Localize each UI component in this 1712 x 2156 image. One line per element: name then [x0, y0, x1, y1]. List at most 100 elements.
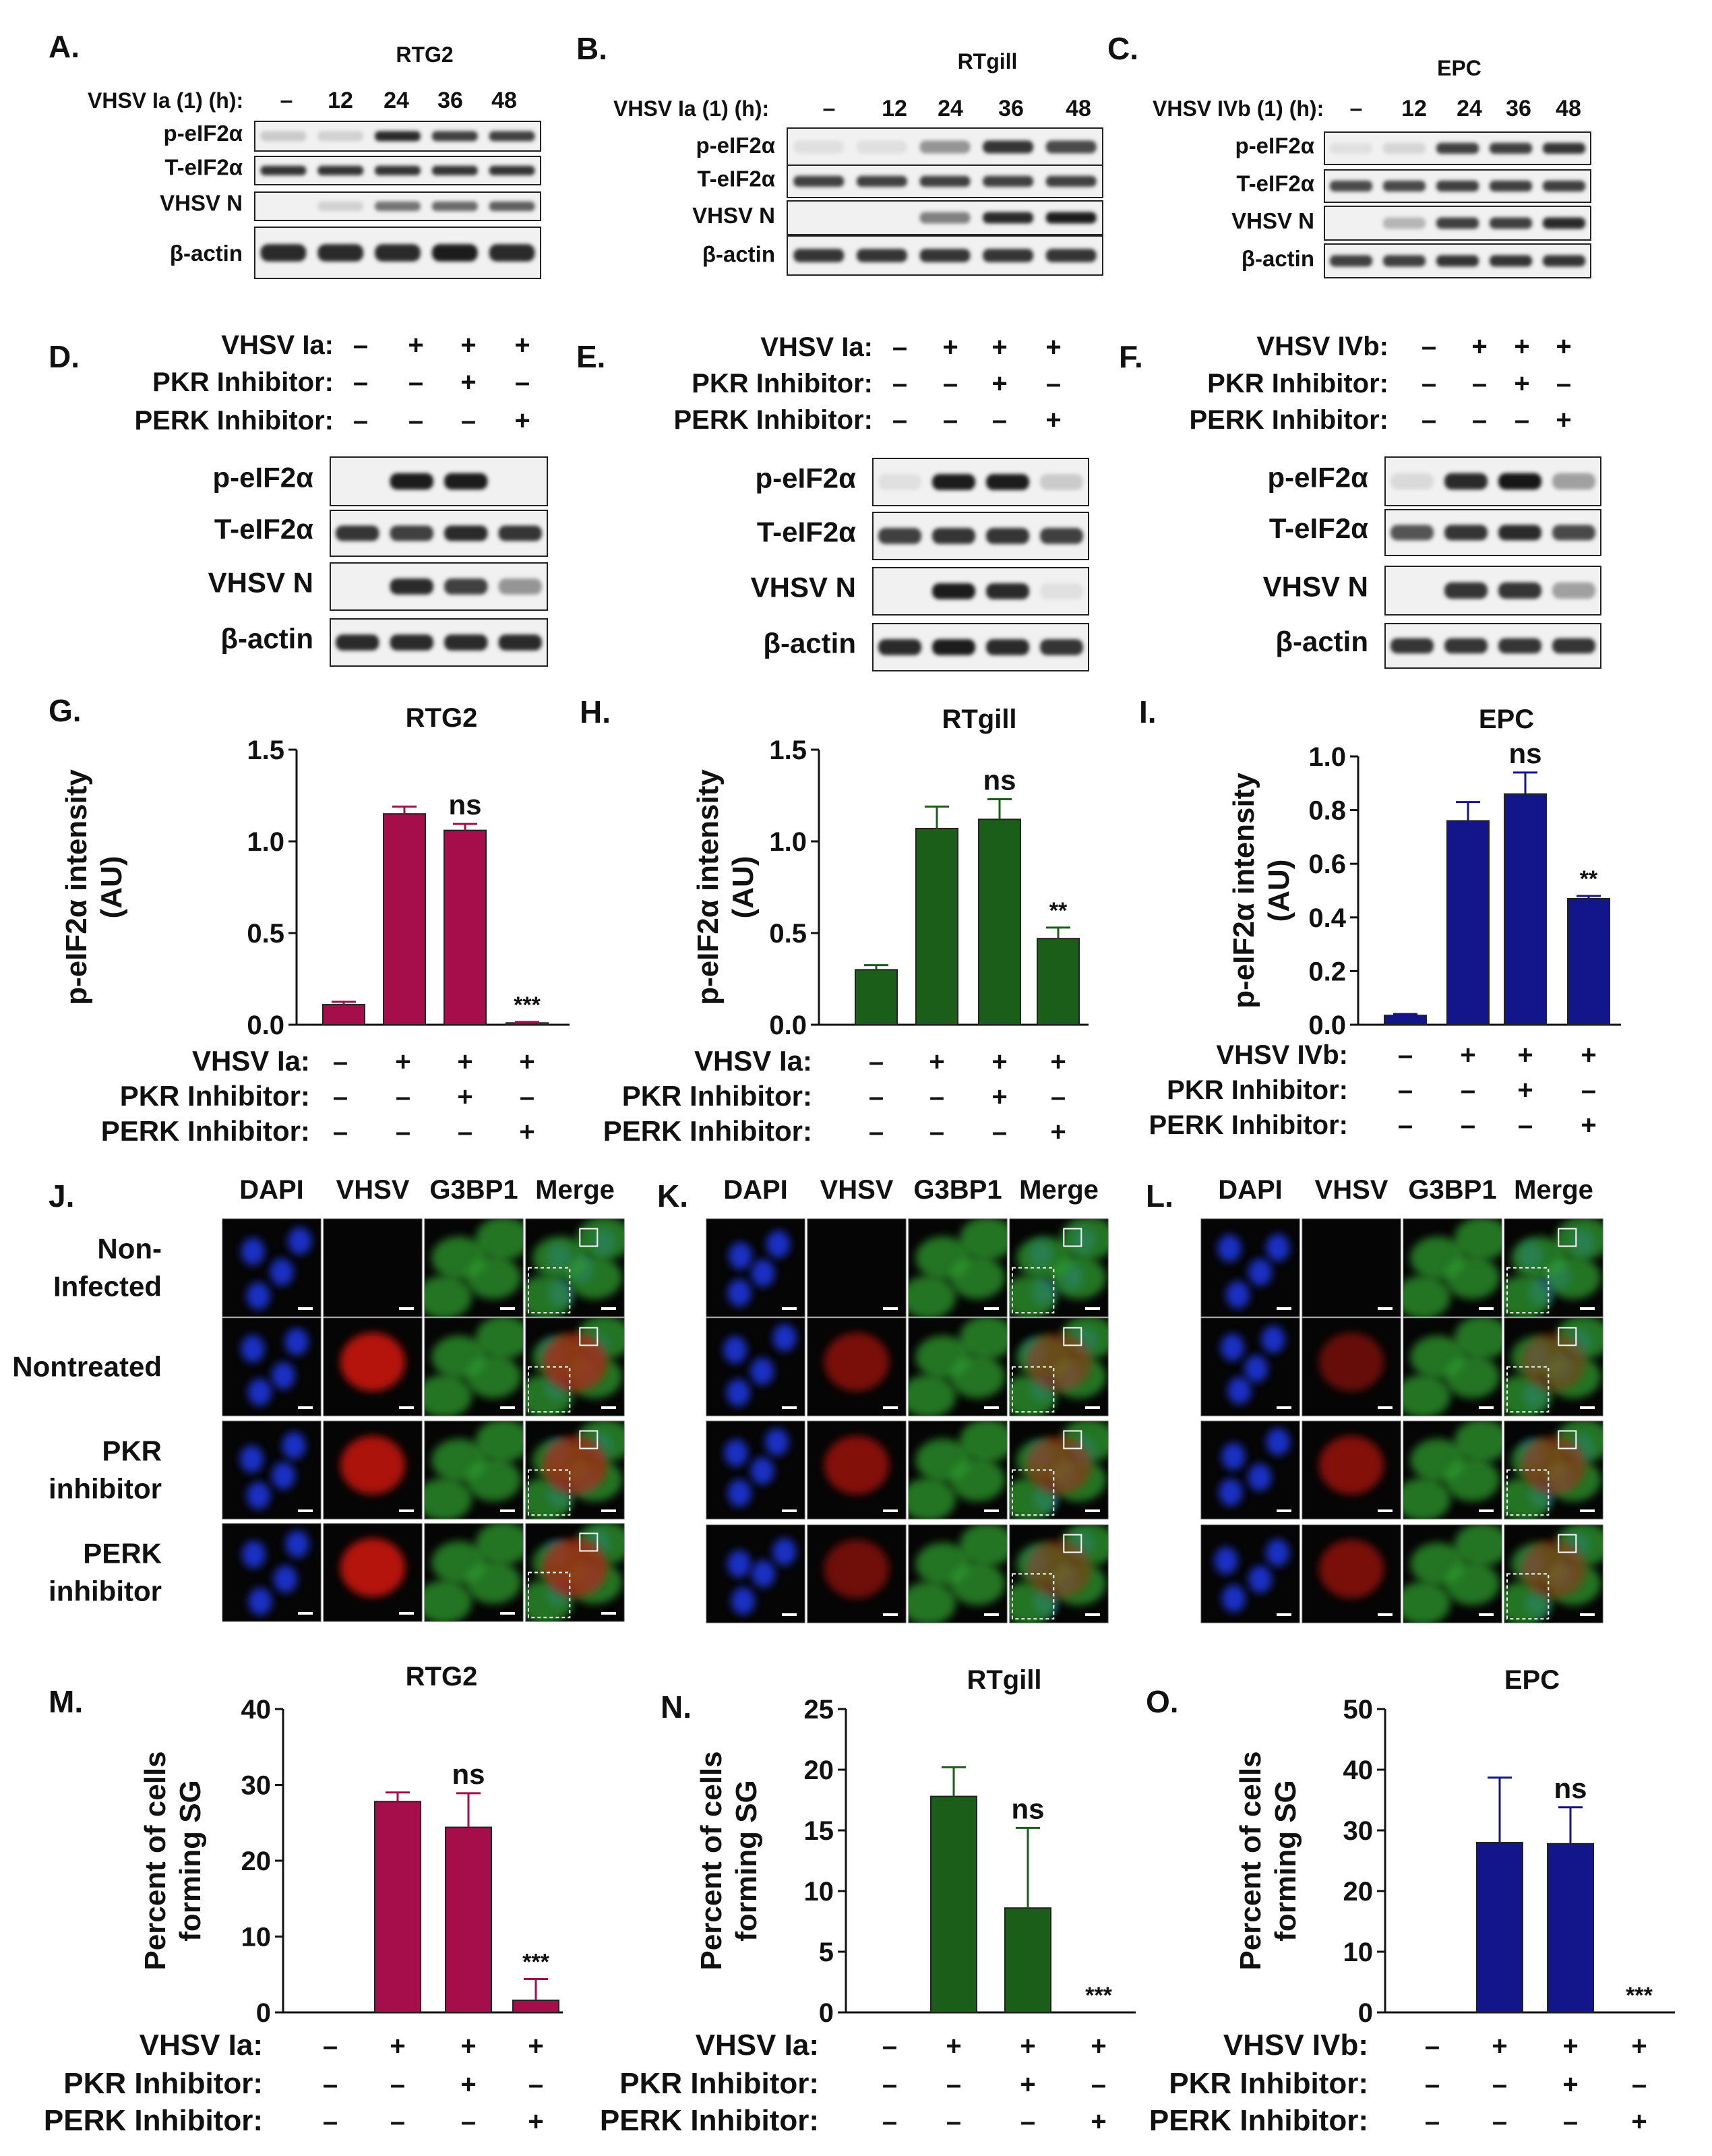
panel-letter: I.: [1139, 694, 1157, 729]
micrograph: [1504, 1420, 1603, 1520]
viral-signal: [1521, 1435, 1587, 1495]
band: [444, 578, 488, 595]
micrograph: [525, 1420, 625, 1520]
band: [1390, 525, 1434, 541]
cytoplasm: [909, 1375, 956, 1416]
time-label: –: [823, 96, 836, 121]
band: [260, 244, 307, 262]
y-tick-label: 1.0: [1308, 742, 1346, 772]
condition-sign: –: [333, 1047, 348, 1077]
bar: [1476, 1842, 1523, 2013]
micrograph: [1200, 1317, 1300, 1416]
scale-bar: [883, 1406, 898, 1409]
band: [390, 578, 433, 595]
condition-sign: +: [408, 330, 423, 360]
scale-bar: [1277, 1613, 1291, 1616]
condition-sign: –: [1421, 369, 1436, 398]
condition-sign: –: [1472, 405, 1487, 435]
time-label: 12: [1401, 96, 1427, 121]
y-tick-label: 1.5: [769, 736, 807, 765]
band-label: β-actin: [1275, 626, 1368, 657]
cells: [1010, 1318, 1108, 1416]
band: [390, 525, 433, 541]
y-axis-label: p-eIF2α intensity: [692, 769, 725, 1005]
band: [919, 249, 971, 262]
scale-bar: [1085, 1406, 1100, 1409]
time-label: 48: [1066, 96, 1091, 121]
nucleus: [766, 1230, 791, 1258]
band-label: p-eIF2α: [1267, 462, 1368, 493]
condition-sign: +: [457, 1082, 472, 1112]
condition-sign: –: [461, 406, 476, 436]
panel-letter: B.: [576, 31, 607, 66]
band: [1489, 255, 1533, 267]
condition-sign: +: [528, 2031, 543, 2061]
condition-sign: –: [1421, 405, 1436, 435]
band: [1552, 638, 1595, 654]
condition-sign: +: [991, 332, 1007, 362]
bar-chart-n: N. RTgill 0 5 10 15 20 25 Percent of cells formin…: [600, 1665, 1136, 2137]
cells: [1318, 1539, 1384, 1598]
band-label: p-eIF2α: [755, 462, 856, 493]
y-tick-label: 0.0: [769, 1011, 807, 1040]
microscopy-panel-l: L. DAPI VHSV G3BP1 Merge: [1146, 1175, 1603, 1623]
row-label: Infected: [53, 1271, 162, 1302]
condition-sign: –: [1398, 1110, 1413, 1140]
panel-letter: C.: [1107, 31, 1138, 66]
condition-sign: –: [929, 1117, 944, 1147]
condition-sign: –: [1563, 2107, 1578, 2136]
cytoplasm: [1555, 1219, 1603, 1260]
condition-sign: –: [353, 330, 368, 360]
nucleus: [1221, 1443, 1246, 1470]
micrograph: [706, 1218, 805, 1317]
y-axis-label: (AU): [727, 856, 760, 919]
cytoplasm: [1454, 1219, 1502, 1260]
y-tick-label: 0.5: [247, 919, 284, 949]
blot-strip: [872, 623, 1089, 671]
cytoplasm: [466, 1458, 522, 1501]
condition-label: PKR Inhibitor:: [152, 367, 334, 397]
y-tick-label: 1.0: [769, 827, 807, 857]
bar: [512, 2000, 559, 2013]
nucleus: [772, 1323, 797, 1352]
scale-bar: [399, 1406, 414, 1409]
y-tick-label: 30: [241, 1771, 272, 1801]
band: [1040, 528, 1083, 544]
condition-label: PERK Inhibitor:: [600, 2104, 819, 2137]
cytoplasm: [425, 1276, 472, 1317]
scale-bar: [298, 1307, 313, 1310]
bar: [915, 827, 958, 1025]
scale-bar: [298, 1406, 313, 1409]
condition-sign: +: [991, 369, 1007, 398]
cells: [824, 1435, 890, 1495]
condition-sign: –: [528, 2070, 543, 2099]
nucleus: [1244, 1355, 1268, 1383]
y-axis-label: (AU): [95, 856, 128, 919]
condition-label: PERK Inhibitor:: [673, 405, 873, 435]
band: [390, 634, 433, 651]
blot-strip: [787, 164, 1103, 198]
scale-bar: [1378, 1509, 1393, 1512]
band: [986, 528, 1029, 544]
y-tick-label: 25: [804, 1695, 834, 1725]
viral-signal: [1026, 1435, 1092, 1495]
scale-bar: [1479, 1307, 1494, 1310]
time-label: 24: [1457, 96, 1482, 121]
condition-label: VHSV Ia:: [696, 2029, 819, 2062]
band: [1382, 217, 1426, 229]
blot-strip: [1324, 131, 1591, 165]
condition-sign: –: [869, 1047, 884, 1077]
blot-strip: [872, 567, 1089, 616]
nucleus: [751, 1259, 775, 1287]
panel-letter: H.: [580, 694, 611, 729]
roi-box: [579, 1327, 599, 1346]
condition-sign: –: [1020, 2107, 1035, 2136]
cells: [1318, 1332, 1384, 1391]
blot-strip: [1324, 206, 1591, 241]
band: [932, 528, 975, 544]
condition-sign: –: [1425, 2031, 1440, 2061]
cytoplasm: [1454, 1421, 1502, 1462]
micrograph: [908, 1524, 1008, 1623]
cytoplasm: [466, 1561, 522, 1604]
condition-sign: +: [514, 330, 530, 360]
